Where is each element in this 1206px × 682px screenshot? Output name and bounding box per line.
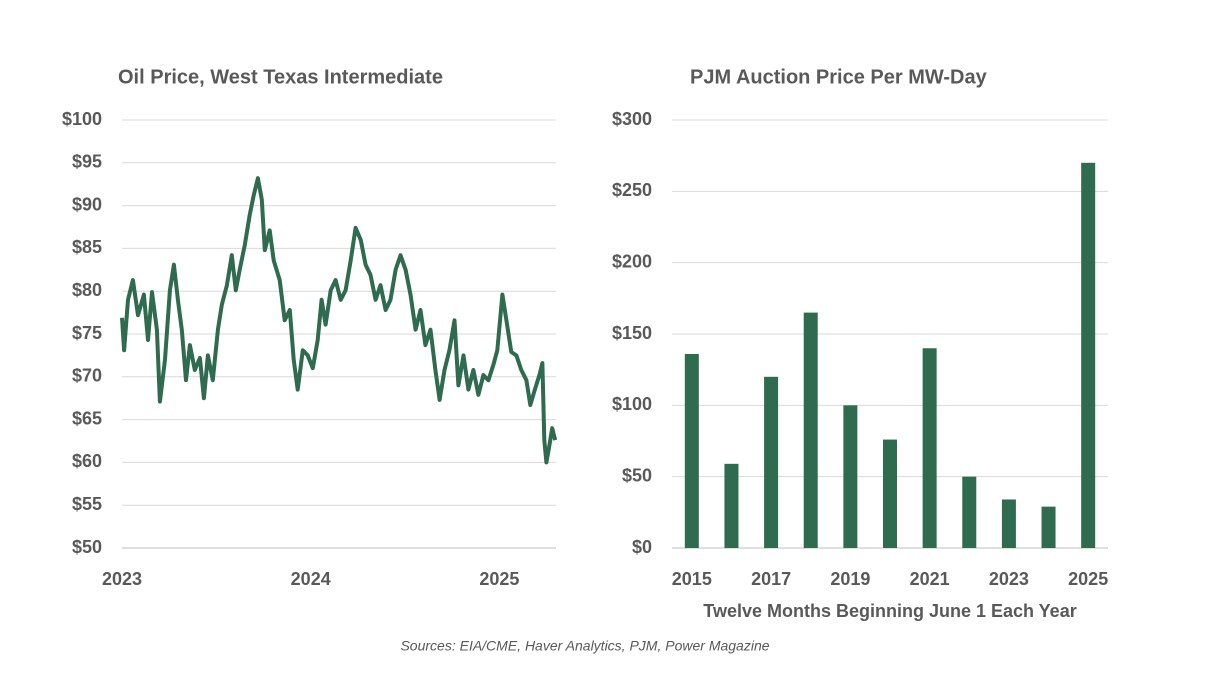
y-tick-label: $75 — [72, 323, 102, 343]
bar — [724, 463, 739, 548]
y-tick-label: $70 — [72, 366, 102, 386]
x-tick-label: 2021 — [910, 569, 950, 589]
source-note: Sources: EIA/CME, Haver Analytics, PJM, … — [400, 638, 769, 654]
chart-title: Oil Price, West Texas Intermediate — [118, 66, 443, 88]
bar — [962, 476, 977, 548]
x-tick-label: 2017 — [751, 569, 791, 589]
y-tick-label: $65 — [72, 408, 102, 428]
bar — [803, 312, 818, 548]
y-tick-label: $55 — [72, 494, 102, 514]
y-tick-label: $100 — [612, 394, 652, 414]
y-tick-label: $250 — [612, 180, 652, 200]
y-tick-label: $50 — [622, 465, 652, 485]
y-tick-label: $85 — [72, 237, 102, 257]
x-tick-label: 2023 — [102, 569, 142, 589]
x-axis-title: Twelve Months Beginning June 1 Each Year — [703, 601, 1076, 621]
x-tick-label: 2015 — [672, 569, 712, 589]
y-tick-label: $95 — [72, 152, 102, 172]
x-tick-label: 2025 — [479, 569, 519, 589]
y-tick-label: $0 — [632, 537, 652, 557]
y-tick-label: $50 — [72, 537, 102, 557]
bar — [922, 348, 937, 548]
bar — [684, 353, 699, 548]
y-tick-label: $80 — [72, 280, 102, 300]
bar — [1001, 499, 1016, 548]
bar — [1081, 162, 1096, 549]
x-tick-label: 2023 — [989, 569, 1029, 589]
y-tick-label: $60 — [72, 451, 102, 471]
chart-title: PJM Auction Price Per MW-Day — [690, 66, 988, 88]
bar — [883, 439, 897, 548]
y-tick-label: $200 — [612, 251, 652, 271]
bar — [1041, 506, 1056, 548]
y-tick-label: $300 — [612, 109, 652, 129]
x-tick-label: 2025 — [1068, 569, 1108, 589]
price-line — [120, 176, 558, 465]
x-tick-label: 2019 — [830, 569, 870, 589]
bar — [764, 376, 779, 548]
y-tick-label: $90 — [72, 194, 102, 214]
y-tick-label: $150 — [612, 323, 652, 343]
x-tick-label: 2024 — [291, 569, 331, 589]
y-tick-label: $100 — [62, 109, 102, 129]
bar — [843, 405, 858, 548]
